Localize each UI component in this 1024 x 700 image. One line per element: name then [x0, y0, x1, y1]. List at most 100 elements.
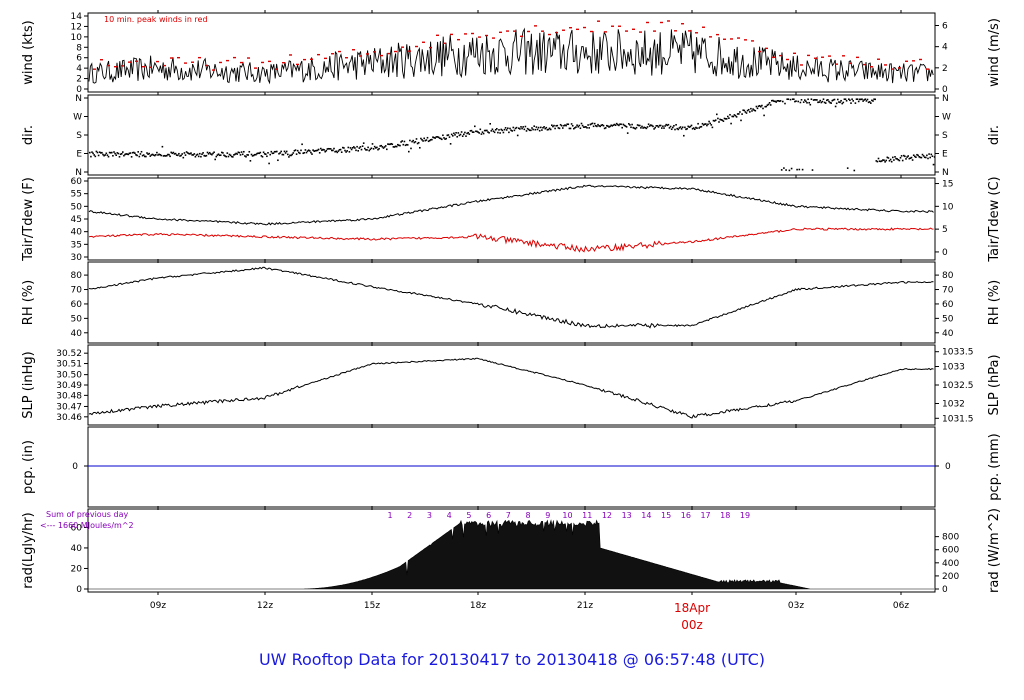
dir-point	[161, 145, 164, 148]
dir-point	[601, 124, 604, 126]
dir-point	[654, 126, 656, 129]
dir-point	[841, 102, 843, 105]
wind-peak-mark	[359, 55, 362, 57]
x-tick-label: 15z	[364, 601, 380, 611]
wind-peak-mark	[93, 68, 96, 70]
dir-point	[186, 152, 189, 154]
dir-point	[152, 154, 155, 156]
wind-peak-mark	[275, 68, 278, 70]
dir-point	[230, 155, 233, 158]
dir-point	[567, 123, 570, 126]
dir-point	[576, 124, 578, 127]
y-tick-label-left: 30.49	[56, 381, 82, 391]
y-tick-label-left: 60	[71, 523, 83, 533]
y-tick-label-left: 30.52	[56, 349, 82, 359]
dir-point	[246, 154, 248, 156]
y-tick-label-right: 70	[942, 286, 954, 296]
dir-point	[733, 114, 736, 116]
dir-point	[193, 153, 196, 155]
dir-point	[817, 101, 819, 104]
rad-hour-mark: 2	[407, 511, 412, 520]
dir-point	[389, 143, 391, 146]
dir-point	[174, 152, 177, 155]
y-axis-label-left: RH (%)	[21, 280, 36, 325]
dir-point	[575, 126, 577, 128]
dir-point	[917, 154, 919, 157]
dir-point	[867, 101, 870, 104]
dir-point	[919, 156, 922, 159]
dir-point	[900, 155, 903, 157]
dir-point	[139, 153, 142, 155]
wind-peak-mark	[240, 61, 243, 64]
dir-point	[720, 118, 722, 121]
dir-point	[521, 127, 523, 130]
wind-peak-mark	[597, 20, 600, 22]
dir-point	[281, 153, 284, 156]
wind-peak-mark	[765, 47, 768, 50]
dir-point	[728, 117, 730, 119]
wind-peak-mark	[247, 57, 250, 59]
wind-peak-mark	[317, 53, 320, 56]
dir-point	[375, 147, 377, 149]
dir-point	[218, 154, 221, 157]
dir-point	[653, 128, 655, 130]
y-tick-label-right: 50	[942, 314, 954, 324]
dir-point	[685, 128, 687, 131]
dir-point	[173, 153, 176, 155]
y-tick-label-left: 20	[71, 564, 83, 574]
dir-point	[199, 152, 201, 155]
dir-point	[466, 132, 468, 135]
dir-point	[785, 169, 787, 171]
dir-point	[598, 125, 600, 127]
dir-point	[364, 147, 366, 150]
dir-point	[571, 124, 574, 127]
dir-point	[409, 139, 411, 142]
dir-point	[735, 116, 738, 118]
dir-point	[269, 153, 271, 156]
dir-point	[436, 136, 439, 138]
dir-point	[562, 127, 564, 129]
dir-point	[336, 151, 339, 154]
dir-point	[247, 154, 249, 156]
dir-point	[411, 140, 413, 143]
dir-point	[294, 149, 297, 151]
dir-point	[376, 146, 378, 149]
dir-point	[380, 144, 383, 147]
dir-point	[172, 151, 175, 154]
dir-point	[666, 124, 669, 127]
y-tick-label-right: 200	[942, 572, 959, 582]
dir-point	[932, 163, 935, 166]
dir-point	[317, 148, 320, 151]
dir-point	[818, 101, 820, 103]
y-tick-label-right: 6	[942, 21, 948, 31]
dir-point	[289, 154, 291, 157]
dir-point	[577, 125, 579, 128]
y-axis-label-left: Tair/Tdew (F)	[21, 177, 36, 262]
wind-peak-mark	[219, 61, 222, 64]
dir-point	[108, 151, 111, 154]
dir-point	[397, 143, 399, 146]
dir-point	[249, 160, 252, 162]
dir-point	[159, 153, 161, 156]
dir-point	[138, 155, 141, 158]
dir-point	[923, 156, 926, 159]
dir-point	[310, 151, 312, 154]
y-tick-label-left: 30.50	[56, 371, 82, 381]
dir-point	[285, 150, 288, 153]
dir-point	[196, 153, 199, 156]
dir-point	[357, 150, 359, 152]
dir-point	[191, 154, 193, 156]
wind-peak-mark	[520, 35, 523, 37]
dir-point	[435, 136, 438, 138]
dir-point	[622, 123, 625, 126]
dir-point	[461, 135, 464, 137]
dir-point	[753, 109, 755, 112]
dir-point	[717, 117, 719, 120]
dir-point	[630, 126, 632, 129]
dir-point	[597, 123, 599, 126]
dir-point	[904, 155, 906, 158]
wind-peak-mark	[450, 33, 453, 36]
dir-point	[756, 107, 759, 110]
dir-point	[689, 125, 692, 128]
dir-point	[837, 98, 839, 101]
